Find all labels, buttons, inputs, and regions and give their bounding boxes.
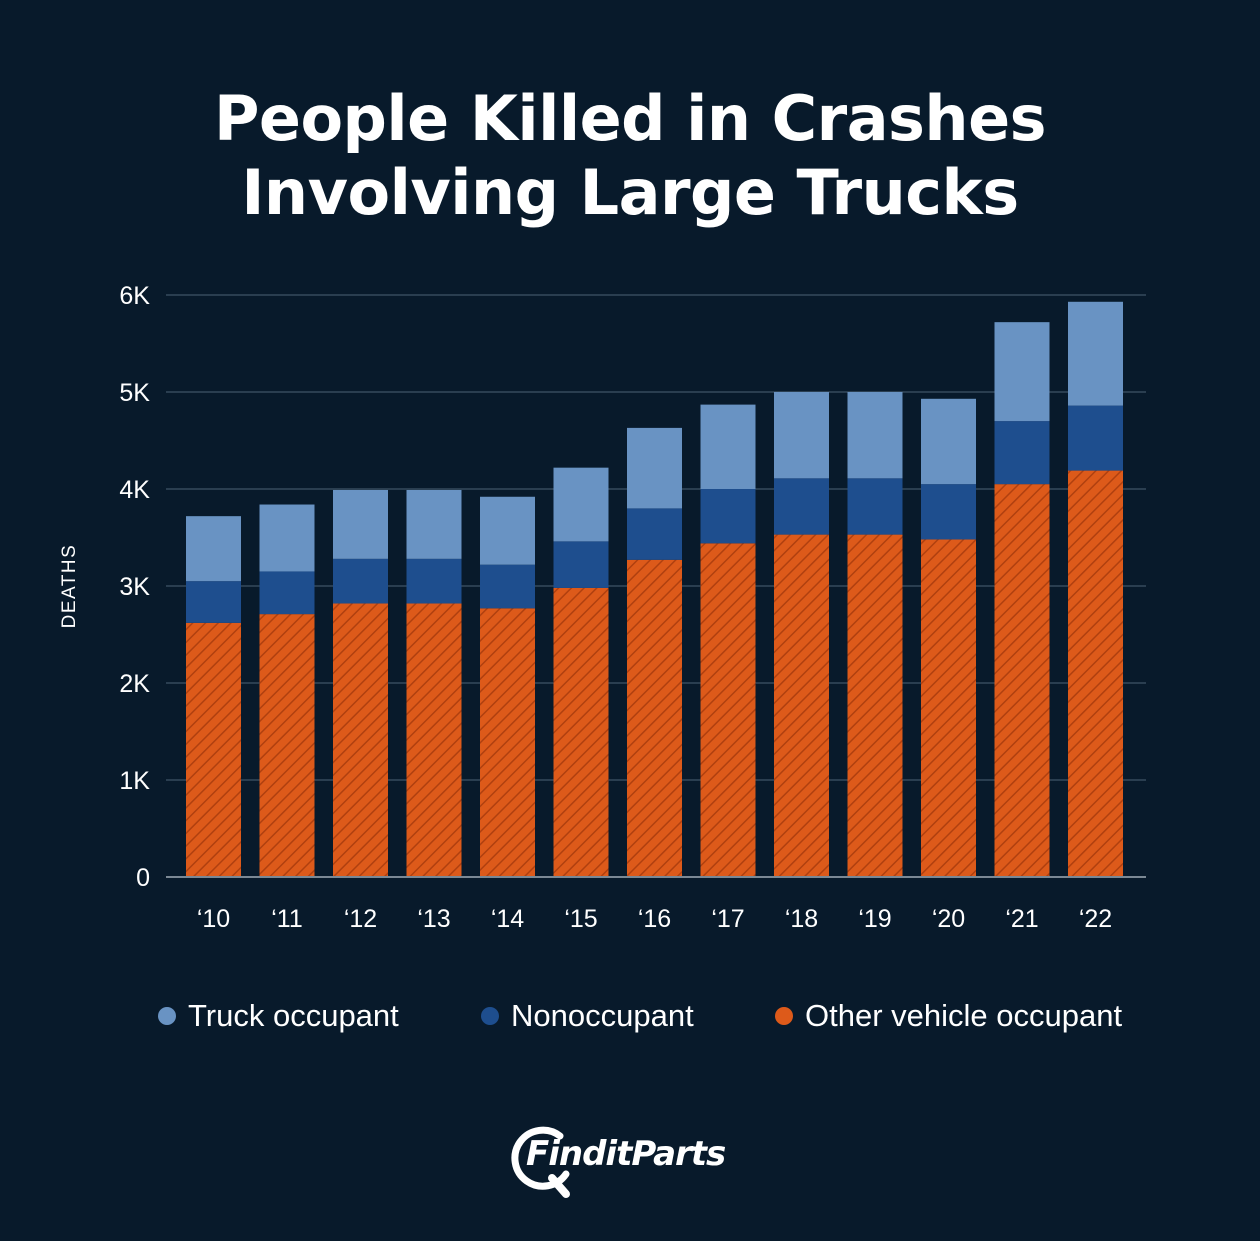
legend-label-other-vehicle-occupant: Other vehicle occupant [805,998,1123,1033]
x-tick-label: ‘16 [638,905,671,933]
legend-dot-other-vehicle-occupant [775,1007,793,1025]
chart-title-line-1: People Killed in Crashes [213,82,1047,155]
y-tick-label: 3K [119,573,150,601]
bar-segment-truck-occupant [1068,301,1123,406]
bar-segment-nonoccupant [259,571,315,615]
bar-segment-other-vehicle-occupant [700,543,756,877]
chart-title-line-2: Involving Large Trucks [241,156,1019,229]
bar-segment-truck-occupant [774,392,829,479]
y-tick-label: 1K [119,767,150,795]
bar-segment-other-vehicle-occupant [994,484,1050,877]
bar-segment-nonoccupant [553,541,609,588]
y-tick-label: 0 [136,864,150,892]
y-tick-label: 2K [119,670,150,698]
bar-segment-nonoccupant [700,489,756,544]
x-tick-label: ‘20 [932,905,965,933]
legend-item-other-vehicle-occupant: Other vehicle occupant [775,998,1122,1034]
x-tick-label: ‘10 [197,905,230,933]
bar-segment-truck-occupant [480,496,535,565]
brand-logo: FinditParts [508,1122,758,1202]
legend-item-nonoccupant: Nonoccupant [481,998,694,1034]
bar-segment-nonoccupant [847,478,903,535]
bar-segment-nonoccupant [333,558,388,604]
bar-segment-other-vehicle-occupant [333,603,388,877]
bar-segment-other-vehicle-occupant [1068,470,1123,877]
bar-segment-truck-occupant [847,392,903,479]
bar-segment-truck-occupant [700,404,756,489]
x-tick-label: ‘13 [417,905,450,933]
bar-segment-other-vehicle-occupant [921,539,976,877]
bar-segment-truck-occupant [921,398,976,485]
bars [186,301,1123,877]
bar-segment-truck-occupant [994,322,1050,422]
x-tick-label: ‘22 [1079,905,1112,933]
brand-logo-text: FinditParts [526,1134,726,1174]
bar-segment-other-vehicle-occupant [480,608,535,877]
x-tick-label: ‘15 [564,905,597,933]
chart-title: People Killed in Crashes Involving Large… [0,82,1260,230]
magnifier-logo-icon [511,1126,570,1198]
bar-segment-nonoccupant [480,564,535,609]
bar-segment-other-vehicle-occupant [627,559,682,877]
bar-segment-truck-occupant [406,489,462,559]
bar-segment-other-vehicle-occupant [847,534,903,877]
bar-segment-nonoccupant [994,421,1050,485]
x-tick-label: ‘14 [491,905,524,933]
legend-label-nonoccupant: Nonoccupant [511,998,694,1033]
legend-item-truck-occupant: Truck occupant [158,998,399,1034]
bar-segment-other-vehicle-occupant [774,534,829,877]
x-axis-ticks: ‘10 ‘11 ‘12 ‘13 ‘14 ‘15 ‘16 ‘17 ‘18 ‘19 ‘20 ‘21 ‘22 [197,905,1112,933]
legend-dot-nonoccupant [481,1007,499,1025]
x-tick-label: ‘21 [1005,905,1038,933]
x-tick-label: ‘17 [711,905,744,933]
bar-segment-truck-occupant [627,427,682,509]
bar-segment-other-vehicle-occupant [553,587,609,877]
legend-dot-truck-occupant [158,1007,176,1025]
bar-segment-nonoccupant [627,508,682,560]
y-axis-ticks: 0 1K 2K 3K 4K 5K 6K [119,282,150,892]
x-tick-label: ‘12 [344,905,377,933]
bar-segment-truck-occupant [553,467,609,542]
x-tick-label: ‘11 [271,905,303,933]
bar-segment-nonoccupant [186,581,241,623]
bar-segment-other-vehicle-occupant [406,603,462,877]
y-tick-label: 6K [119,282,150,310]
legend: Truck occupant Nonoccupant Other vehicle… [0,998,1260,1042]
y-tick-label: 4K [119,476,150,504]
y-axis-label: DEATHS [59,544,80,629]
bar-segment-truck-occupant [186,516,241,582]
x-tick-label: ‘18 [785,905,818,933]
bar-segment-nonoccupant [774,478,829,535]
bar-segment-other-vehicle-occupant [186,622,241,877]
x-tick-label: ‘19 [858,905,891,933]
bar-segment-truck-occupant [259,504,315,572]
bar-segment-other-vehicle-occupant [259,614,315,877]
bar-segment-nonoccupant [921,484,976,540]
bar-segment-nonoccupant [1068,405,1123,471]
bar-segment-nonoccupant [406,558,462,604]
y-tick-label: 5K [119,379,150,407]
legend-label-truck-occupant: Truck occupant [188,998,399,1033]
bar-segment-truck-occupant [333,489,388,559]
